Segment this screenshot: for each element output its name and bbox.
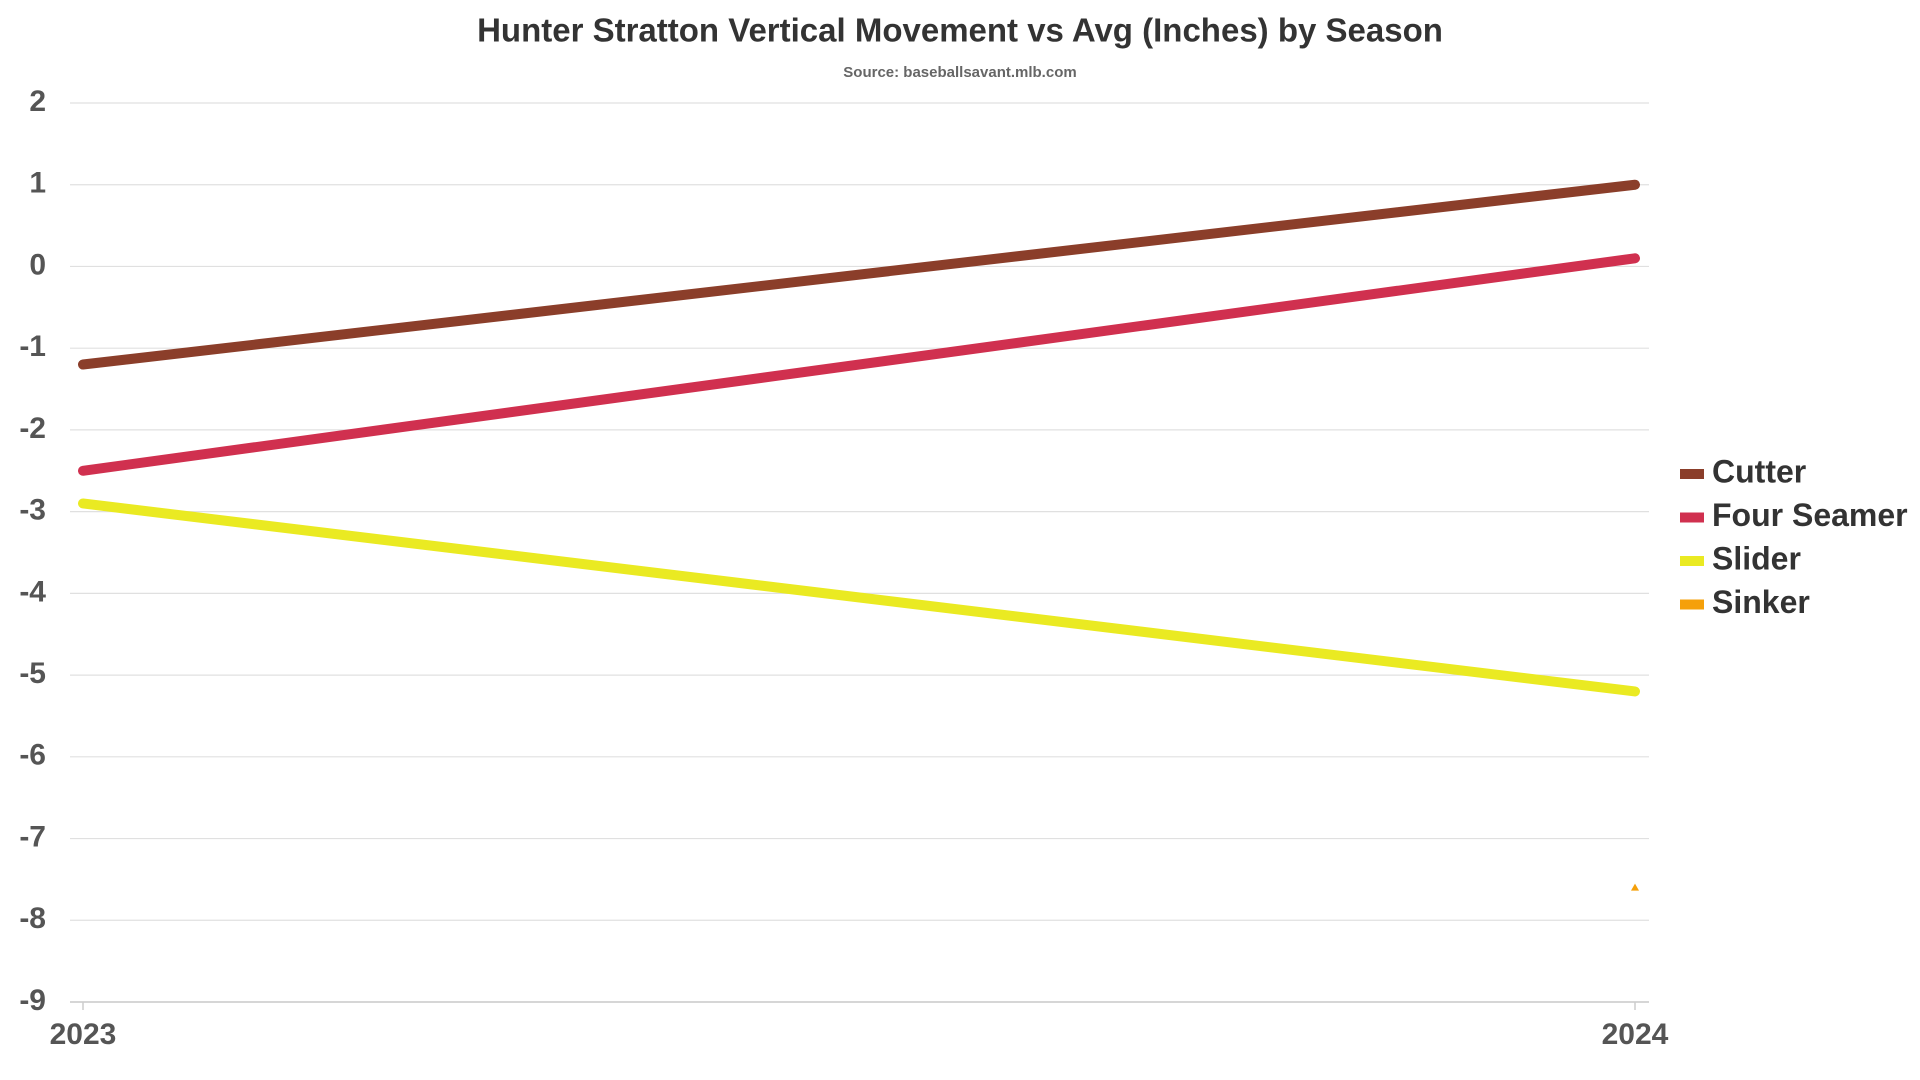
y-tick-label: -4: [19, 575, 46, 608]
series-line: [78, 179, 1640, 370]
series-line: [78, 498, 1640, 697]
legend-label: Four Seamer: [1712, 497, 1908, 533]
series-line: [78, 253, 1640, 476]
legend-swatch: [1680, 599, 1704, 610]
y-tick-label: -3: [19, 494, 46, 527]
y-tick-label: 1: [29, 167, 46, 200]
x-tick-label: 2024: [1602, 1018, 1669, 1051]
y-tick-label: 0: [29, 248, 46, 281]
legend-swatch: [1680, 512, 1704, 523]
point-marker: [1631, 883, 1639, 891]
legend-swatch: [1680, 469, 1704, 479]
y-tick-label: -7: [19, 820, 46, 853]
y-tick-label: -2: [19, 412, 46, 445]
chart-subtitle: Source: baseballsavant.mlb.com: [843, 64, 1076, 81]
x-tick-label: 2023: [50, 1018, 117, 1051]
y-tick-label: -6: [19, 739, 46, 772]
legend-label: Slider: [1712, 540, 1801, 576]
y-tick-label: -5: [19, 657, 46, 690]
y-tick-label: 2: [29, 85, 46, 118]
chart-title: Hunter Stratton Vertical Movement vs Avg…: [477, 12, 1443, 49]
y-tick-label: -1: [19, 330, 46, 363]
legend-label: Cutter: [1712, 453, 1806, 489]
legend-label: Sinker: [1712, 584, 1810, 620]
y-tick-label: -8: [19, 902, 46, 935]
legend-swatch: [1680, 556, 1704, 566]
y-tick-label: -9: [19, 984, 46, 1017]
